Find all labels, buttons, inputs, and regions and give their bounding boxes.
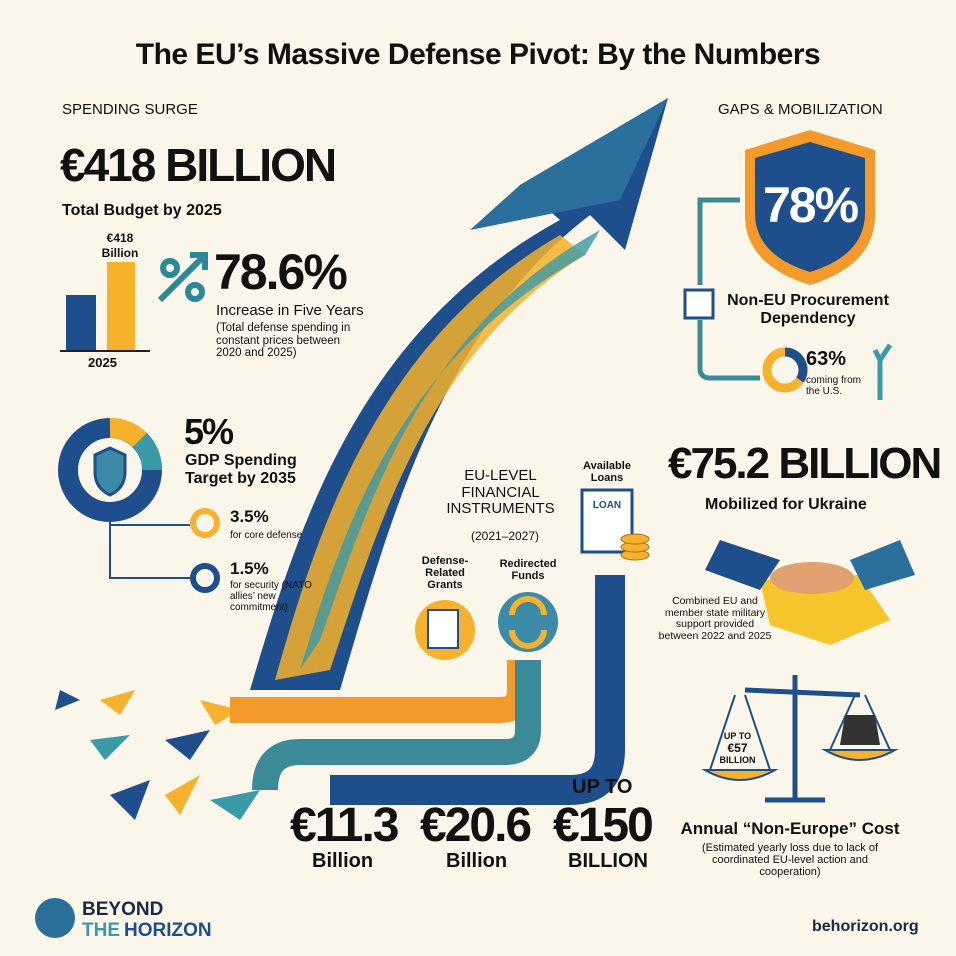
- loans-label: Available Loans: [583, 460, 631, 485]
- cost-label: Annual “Non-Europe” Cost: [680, 819, 900, 838]
- logo-text: BEYOND: [82, 899, 164, 920]
- funds-unit: Billion: [446, 850, 508, 872]
- donut-icon: [190, 508, 220, 538]
- section-label: SPENDING SURGE: [62, 101, 198, 118]
- shield-icon: [93, 446, 127, 497]
- core-label: for core defense: [230, 530, 303, 541]
- weight: [840, 715, 880, 745]
- bar-label: €418: [106, 231, 134, 245]
- connector: [109, 512, 190, 579]
- logo-text: THE: [82, 920, 120, 941]
- title: The EU’s Massive Defense Pivot: By the N…: [135, 38, 821, 71]
- bar-label: Billion: [101, 246, 139, 260]
- cost-note: (Estimated yearly loss due to lack of co…: [701, 842, 879, 879]
- map: [760, 575, 890, 645]
- total: €418 BILLION: [60, 139, 337, 191]
- increase-note: (Total defense spending in constant pric…: [216, 322, 351, 360]
- hands: [770, 562, 854, 594]
- bar-icon: [66, 295, 96, 350]
- logo-globe: [35, 898, 75, 938]
- increase: 78.6%: [214, 244, 348, 300]
- loan-doc: LOAN: [592, 500, 622, 511]
- url: behorizon.org: [812, 918, 919, 935]
- loans-value: €150: [553, 799, 654, 852]
- scale-label: UP TO: [723, 731, 752, 741]
- logo-text: HORIZON: [124, 920, 212, 941]
- statue-icon: [872, 343, 893, 400]
- loans-prefix: UP TO: [572, 776, 633, 798]
- core: 3.5%: [230, 507, 269, 526]
- section-label: GAPS & MOBILIZATION: [718, 101, 883, 118]
- security: 1.5%: [230, 559, 269, 578]
- scale: [701, 675, 899, 803]
- us-share: 63%: [806, 348, 847, 370]
- us-label: coming from the U.S.: [806, 375, 862, 397]
- total-label: Total Budget by 2025: [62, 202, 222, 219]
- grants-value: €11.3: [290, 799, 399, 852]
- pipe: [330, 575, 625, 805]
- scale-label: €57: [727, 741, 748, 755]
- grants-label: Defense-Related Grants: [421, 555, 469, 592]
- percent-arrow-icon: [157, 252, 208, 303]
- increase-label: Increase in Five Years: [216, 302, 364, 319]
- ukraine: €75.2 BILLION: [668, 439, 942, 488]
- bar-icon: [107, 262, 135, 350]
- box-icon: [683, 288, 715, 320]
- dependency: 78%: [762, 177, 859, 233]
- donut-icon: [190, 563, 220, 593]
- sleeve: [705, 540, 780, 590]
- ukraine-label: Mobilized for Ukraine: [705, 496, 867, 513]
- coins: [620, 533, 650, 561]
- donut-icon: [784, 347, 808, 383]
- pipe: [252, 660, 541, 791]
- grants-icon: [427, 609, 459, 649]
- gdp: 5%: [184, 411, 234, 452]
- funds-icon: [509, 596, 547, 649]
- shards: [55, 690, 260, 820]
- funds-label: Redirected Funds: [499, 558, 557, 583]
- loans-unit: BILLION: [568, 850, 648, 872]
- gdp-label: GDP Spending Target by 2035: [185, 452, 297, 487]
- funds-value: €20.6: [420, 799, 532, 852]
- growth-arrow: [250, 98, 668, 690]
- scale-label: BILLION: [719, 755, 756, 765]
- sleeve: [850, 540, 915, 590]
- grants-unit: Billion: [312, 850, 374, 872]
- ukraine-note: Combined EU and member state military su…: [658, 595, 772, 642]
- dependency-label: Non-EU Procurement Dependency: [727, 292, 889, 327]
- security-label: for security (NATO allies’ new commitmen…: [230, 580, 312, 613]
- bar-year: 2025: [88, 355, 117, 370]
- connector: [697, 197, 760, 381]
- shield: [755, 142, 865, 272]
- instruments-period: (2021–2027): [470, 529, 540, 543]
- instruments-title: EU-LEVEL FINANCIAL INSTRUMENTS: [446, 467, 555, 517]
